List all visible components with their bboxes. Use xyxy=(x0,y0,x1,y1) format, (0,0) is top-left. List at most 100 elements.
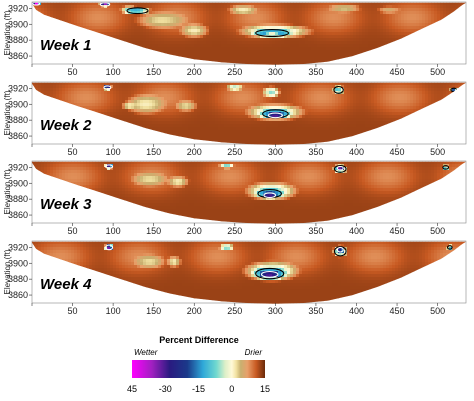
field-cell xyxy=(305,11,309,15)
field-cell xyxy=(362,32,366,36)
field-cell xyxy=(317,106,321,110)
field-cell xyxy=(188,32,192,36)
field-cell xyxy=(380,2,384,6)
field-cell xyxy=(347,88,351,92)
field-cell xyxy=(227,88,231,92)
field-cell xyxy=(137,2,141,6)
field-cell xyxy=(275,59,279,63)
field-cell xyxy=(155,8,159,12)
field-cell xyxy=(218,8,222,12)
field-cell xyxy=(311,106,315,110)
field-cell xyxy=(305,97,309,101)
field-cell xyxy=(215,32,219,36)
field-cell xyxy=(65,8,69,12)
field-cell xyxy=(371,115,375,119)
field-cell xyxy=(395,103,399,107)
field-cell xyxy=(212,8,216,12)
field-cell xyxy=(365,91,369,95)
field-cell xyxy=(326,20,330,24)
field-cell xyxy=(167,94,171,98)
field-cell xyxy=(83,103,87,107)
field-cell xyxy=(419,103,423,107)
field-cell xyxy=(272,118,276,122)
field-cell xyxy=(341,26,345,30)
field-cell xyxy=(311,35,315,39)
field-cell xyxy=(296,41,300,45)
field-cell xyxy=(428,14,432,18)
field-cell xyxy=(122,14,126,18)
field-cell xyxy=(101,112,105,116)
field-cell xyxy=(194,17,198,21)
field-cell xyxy=(170,109,174,113)
field-cell xyxy=(284,17,288,21)
field-cell xyxy=(134,38,138,42)
field-cell xyxy=(320,115,324,119)
field-cell xyxy=(269,53,273,57)
field-cell xyxy=(296,5,300,9)
field-cell xyxy=(305,20,309,24)
field-cell xyxy=(200,26,204,30)
field-cell xyxy=(137,11,141,15)
field-cell xyxy=(107,26,111,30)
field-cell xyxy=(200,23,204,27)
field-cell xyxy=(236,94,240,98)
field-cell xyxy=(380,82,384,86)
field-cell xyxy=(290,62,294,65)
field-cell xyxy=(173,35,177,39)
field-cell xyxy=(335,29,339,33)
field-cell xyxy=(305,35,309,39)
field-cell xyxy=(356,44,360,48)
field-cell xyxy=(185,91,189,95)
field-cell xyxy=(131,32,135,36)
field-cell xyxy=(200,56,204,60)
field-cell xyxy=(377,91,381,95)
field-cell xyxy=(299,94,303,98)
field-cell xyxy=(194,56,198,60)
field-cell xyxy=(425,94,429,98)
field-cell xyxy=(122,109,126,113)
field-cell xyxy=(308,59,312,63)
field-cell xyxy=(290,97,294,101)
field-cell xyxy=(200,97,204,101)
field-cell xyxy=(263,100,267,104)
field-cell xyxy=(326,29,330,33)
field-cell xyxy=(164,32,168,36)
field-cell xyxy=(377,85,381,89)
field-cell xyxy=(107,5,111,9)
field-cell xyxy=(362,106,366,110)
field-cell xyxy=(269,94,273,98)
field-cell xyxy=(179,5,183,9)
field-cell xyxy=(212,5,216,9)
field-cell xyxy=(314,97,318,101)
field-cell xyxy=(143,2,147,6)
field-cell xyxy=(401,8,405,12)
field-cell xyxy=(179,17,183,21)
field-cell xyxy=(278,20,282,24)
field-cell xyxy=(227,56,231,60)
field-cell xyxy=(293,88,297,92)
field-cell xyxy=(278,17,282,21)
field-cell xyxy=(347,44,351,48)
field-cell xyxy=(110,14,114,18)
field-cell xyxy=(299,118,303,122)
field-cell xyxy=(188,118,192,122)
field-cell xyxy=(95,14,99,18)
field-cell xyxy=(200,38,204,42)
field-cell xyxy=(224,109,228,113)
field-cell xyxy=(365,106,369,110)
field-cell xyxy=(200,8,204,12)
field-cell xyxy=(110,115,114,119)
field-cell xyxy=(350,8,354,12)
field-cell xyxy=(293,97,297,101)
field-cell xyxy=(275,17,279,21)
field-cell xyxy=(350,23,354,27)
field-cell xyxy=(260,118,264,122)
field-cell xyxy=(224,26,228,30)
field-cell xyxy=(83,94,87,98)
field-cell xyxy=(143,35,147,39)
field-cell xyxy=(137,103,141,107)
field-cell xyxy=(194,115,198,119)
field-cell xyxy=(437,14,441,18)
field-cell xyxy=(257,94,261,98)
field-cell xyxy=(149,8,153,12)
